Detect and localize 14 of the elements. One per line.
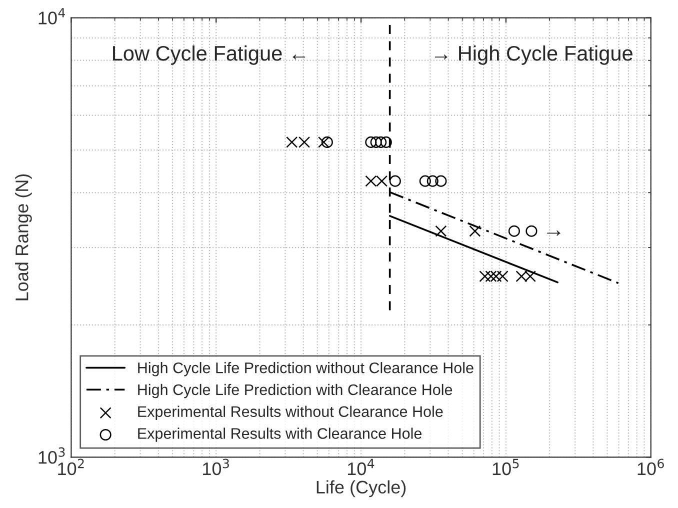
legend-label: High Cycle Life Prediction with Clearance Hole <box>138 384 452 398</box>
x-tick-label: 10$^{6}$ <box>638 458 664 476</box>
y-axis-title: Load Range (N) <box>15 174 32 300</box>
legend-label: Experimental Results without Clearance Hole <box>138 406 443 420</box>
x-tick-label: 10$^{3}$ <box>203 458 229 476</box>
x-tick-label: 10$^{2}$ <box>58 458 84 476</box>
x-axis-title: Life (Cycle) <box>316 480 406 498</box>
legend-label: High Cycle Life Prediction without Clearance Hole <box>138 362 474 376</box>
x-tick-label: 10$^{4}$ <box>348 458 374 476</box>
annotation: → High Cycle Fatigue <box>434 45 632 65</box>
legend-label: Experimental Results with Clearance Hole <box>138 428 422 442</box>
annotation: Low Cycle Fatigue ← <box>113 45 306 65</box>
annotation: → <box>547 230 560 236</box>
x-tick-label: 10$^{5}$ <box>492 458 519 476</box>
